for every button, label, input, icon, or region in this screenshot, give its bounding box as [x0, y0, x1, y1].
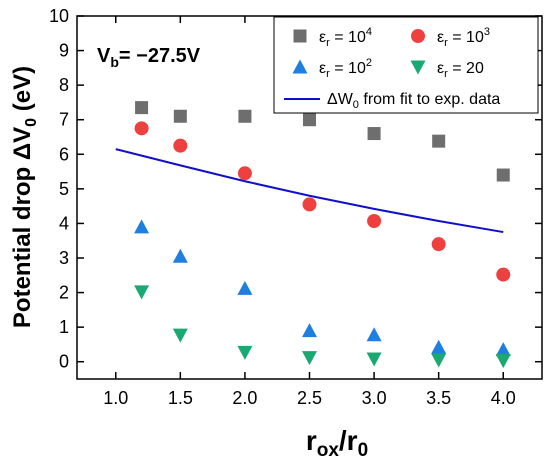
y-tick-label: 3: [59, 248, 69, 268]
legend: εr = 104 εr = 103 εr = 102 εr = 20 ΔW0 f…: [273, 16, 539, 114]
legend-markers: [292, 29, 426, 75]
data-point-series-2: [302, 323, 317, 338]
y-axis-title: Potential drop ΔV0 (eV): [9, 66, 40, 328]
y-tick-label: 6: [59, 144, 69, 164]
data-point-series-1: [367, 214, 382, 229]
data-point-series-2: [495, 342, 511, 357]
data-point-series-2: [431, 339, 447, 354]
data-point-series-0: [432, 134, 446, 148]
y-tick-label: 4: [59, 213, 69, 233]
data-point-series-3: [237, 345, 253, 360]
data-point-series-1: [431, 237, 446, 252]
data-point-series-0: [496, 168, 510, 182]
y-tick-labels: 0 1 2 3 4 5 6 7 8 9 10: [49, 6, 69, 372]
x-tick-label: 1.5: [168, 388, 193, 408]
y-tick-label: 1: [59, 317, 69, 337]
y-tick-label: 8: [59, 75, 69, 95]
x-axis-title: rox/r0: [306, 425, 368, 461]
y-tick-label: 2: [59, 283, 69, 303]
data-point-series-0: [135, 101, 149, 115]
annotation-value: = −27.5V: [119, 45, 201, 67]
legend-marker-series-0: [293, 29, 307, 43]
data-point-series-2: [237, 280, 253, 295]
x-tick-labels: 1.0 1.5 2.0 2.5 3.0 3.5 4.0: [103, 388, 516, 408]
data-point-series-2: [134, 219, 150, 234]
plot-frame: [76, 15, 543, 380]
legend-label-er-1e2: εr = 102: [319, 57, 372, 80]
y-tick-label: 9: [59, 41, 69, 61]
data-point-series-1: [173, 138, 188, 153]
annotation-sub: b: [110, 54, 119, 70]
y-tick-label: 10: [49, 6, 69, 26]
data-point-series-3: [495, 354, 511, 369]
data-point-series-1: [134, 121, 149, 136]
data-markers: [134, 101, 511, 369]
y-tick-label: 7: [59, 110, 69, 130]
data-point-series-0: [367, 127, 381, 141]
legend-marker-series-1: [411, 29, 425, 43]
legend-label-er-20: εr = 20: [437, 60, 484, 80]
legend-label-er-1e4: εr = 104: [319, 26, 372, 49]
data-point-series-3: [302, 351, 317, 366]
x-tick-label: 2.5: [297, 388, 322, 408]
data-point-series-2: [172, 248, 188, 263]
data-point-series-0: [173, 109, 187, 123]
data-point-series-3: [172, 328, 188, 343]
data-point-series-0: [238, 109, 252, 123]
x-tick-label: 3.5: [426, 388, 451, 408]
data-point-series-3: [431, 353, 447, 368]
annotation-prefix: V: [97, 45, 111, 67]
x-tick-label: 3.0: [362, 388, 387, 408]
y-tick-label: 0: [59, 352, 69, 372]
data-point-series-0: [303, 113, 316, 127]
data-point-series-1: [302, 197, 317, 212]
legend-frame: [273, 16, 539, 114]
x-tick-label: 1.0: [103, 388, 128, 408]
y-tick-label: 5: [59, 179, 69, 199]
legend-label-er-1e3: εr = 103: [437, 26, 490, 49]
data-point-series-2: [366, 327, 382, 342]
x-tick-label: 2.0: [232, 388, 257, 408]
x-tick-label: 4.0: [491, 388, 516, 408]
data-point-series-3: [134, 285, 150, 300]
legend-marker-series-3: [410, 60, 426, 75]
fit-line: [115, 148, 504, 234]
data-point-series-3: [366, 352, 382, 367]
legend-marker-series-2: [292, 59, 308, 74]
bias-voltage-annotation: Vb= −27.5V: [97, 45, 201, 70]
legend-label-fit: ΔW0 from fit to exp. data: [327, 91, 500, 111]
data-point-series-1: [496, 267, 511, 282]
data-point-series-1: [237, 166, 252, 181]
